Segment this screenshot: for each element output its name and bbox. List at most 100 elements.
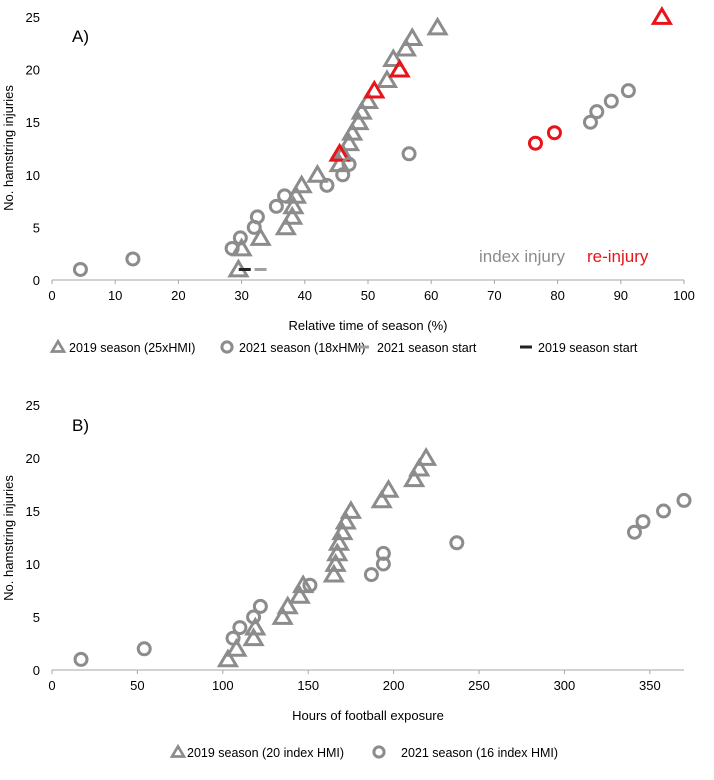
reinjury-point xyxy=(546,125,562,141)
legend-triangle-icon xyxy=(169,743,187,758)
data-point xyxy=(582,114,598,130)
x-tick-label: 50 xyxy=(361,288,375,303)
data-point xyxy=(232,230,248,246)
data-point xyxy=(401,146,417,162)
reinjury-point xyxy=(328,142,351,162)
y-tick-label: 20 xyxy=(26,63,40,78)
x-tick-label: 300 xyxy=(554,678,576,693)
data-point xyxy=(326,542,349,562)
data-point xyxy=(339,500,363,519)
legend-label: 2019 season start xyxy=(538,341,638,355)
data-point xyxy=(322,563,345,583)
chart-a-panel-label: A) xyxy=(72,27,89,46)
chart-b-points xyxy=(73,447,692,668)
chart-a-y-axis-label: No. hamstring injuries xyxy=(1,85,16,211)
x-tick-label: 60 xyxy=(424,288,438,303)
x-tick-label: 10 xyxy=(108,288,122,303)
data-point xyxy=(232,620,248,636)
data-point xyxy=(656,503,672,519)
data-point xyxy=(249,209,265,225)
data-point xyxy=(268,198,284,214)
data-point xyxy=(252,598,268,614)
legend-label: 2019 season (25xHMI) xyxy=(69,341,195,355)
chart-b: 0 50 100 150 200 250 300 350 0 5 10 15 20 25 B) Hours… xyxy=(1,398,692,760)
data-point xyxy=(375,69,399,89)
reinjury-point xyxy=(388,58,411,78)
data-point xyxy=(327,531,351,551)
reinjury-point xyxy=(650,6,674,25)
y-tick-label: 15 xyxy=(26,504,40,519)
legend-circle-icon xyxy=(372,745,386,759)
data-point xyxy=(337,132,361,152)
x-tick-label: 0 xyxy=(48,288,55,303)
data-point xyxy=(341,121,364,141)
data-point xyxy=(408,457,431,477)
chart-b-legend: 2019 season (20 index HMI) 2021 season (1… xyxy=(169,743,558,760)
data-point xyxy=(216,648,240,668)
x-tick-label: 200 xyxy=(383,678,405,693)
data-point xyxy=(249,226,272,246)
data-point xyxy=(335,167,351,183)
annotation-index-injury: index injury xyxy=(479,247,565,266)
data-point xyxy=(302,577,318,593)
data-point xyxy=(244,616,267,636)
legend-triangle-icon xyxy=(49,338,67,353)
x-tick-label: 100 xyxy=(212,678,234,693)
x-tick-label: 100 xyxy=(673,288,695,303)
chart-a-x-axis-label: Relative time of season (%) xyxy=(289,318,448,333)
data-point xyxy=(401,27,424,46)
data-point xyxy=(290,174,313,194)
x-tick-label: 50 xyxy=(130,678,144,693)
x-tick-label: 250 xyxy=(468,678,490,693)
data-point xyxy=(306,163,329,183)
y-tick-label: 10 xyxy=(26,168,40,183)
data-point xyxy=(73,651,89,667)
data-point xyxy=(334,510,357,530)
data-point xyxy=(282,195,305,215)
data-point xyxy=(377,478,400,498)
y-tick-label: 5 xyxy=(33,610,40,625)
data-point xyxy=(225,637,248,657)
y-tick-label: 0 xyxy=(33,663,40,678)
data-point xyxy=(350,100,373,120)
reinjury-point xyxy=(363,79,386,99)
x-tick-label: 0 xyxy=(48,678,55,693)
y-tick-label: 25 xyxy=(26,10,40,25)
data-point xyxy=(324,553,347,572)
data-point xyxy=(603,93,619,109)
y-tick-label: 15 xyxy=(26,115,40,130)
chart-a-points xyxy=(72,6,674,278)
data-point xyxy=(136,641,152,657)
chart-b-y-axis-label: No. hamstring injuries xyxy=(1,475,16,601)
y-tick-label: 20 xyxy=(26,451,40,466)
chart-a-axes: 0 10 20 30 40 50 60 70 80 90 100 0 5 10 15 20 25 xyxy=(26,10,695,303)
data-point xyxy=(288,584,311,604)
chart-a: 0 10 20 30 40 50 60 70 80 90 100 0 5 10 15 20 25 A) Rela… xyxy=(1,6,695,355)
reinjury-point xyxy=(527,135,543,151)
data-point xyxy=(626,524,642,540)
data-point xyxy=(620,83,636,99)
x-tick-label: 150 xyxy=(297,678,319,693)
chart-b-panel-label: B) xyxy=(72,416,89,435)
data-point xyxy=(72,261,88,277)
data-point xyxy=(281,205,304,225)
chart-b-axes: 0 50 100 150 200 250 300 350 0 5 10 15 20 25 xyxy=(26,398,684,693)
data-point xyxy=(125,251,141,267)
data-point xyxy=(382,48,405,67)
data-point xyxy=(271,606,294,625)
data-point xyxy=(370,489,393,509)
data-point xyxy=(331,521,354,541)
data-point xyxy=(276,595,299,615)
data-point xyxy=(363,567,379,583)
y-tick-label: 10 xyxy=(26,557,40,572)
chart-b-x-axis-label: Hours of football exposure xyxy=(292,708,444,723)
annotation-re-injury: re-injury xyxy=(587,247,649,266)
data-point xyxy=(319,177,335,193)
legend-label: 2021 season (18xHMI) xyxy=(239,341,365,355)
data-point xyxy=(635,514,651,530)
data-point xyxy=(426,16,449,36)
data-point xyxy=(414,447,438,466)
data-point xyxy=(242,627,265,647)
x-tick-label: 90 xyxy=(614,288,628,303)
